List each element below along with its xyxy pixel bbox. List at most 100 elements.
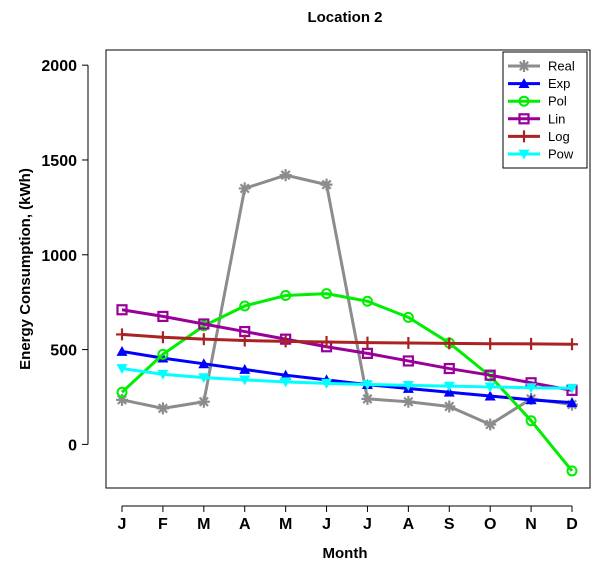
data-point [198,358,210,369]
data-point [566,338,578,351]
data-point [402,381,414,391]
data-point [566,383,578,394]
series-log [116,328,578,351]
legend: Real Exp Pol Lin Log Pow [502,51,588,169]
legend-label: Pol [548,94,567,109]
data-point [198,318,210,330]
data-point [116,364,128,375]
data-point [116,345,128,356]
data-point [443,400,456,413]
x-tick-label: N [525,516,537,533]
y-axis-title: Energy Consumption, (kWh) [17,168,34,370]
data-point [443,362,455,375]
data-point [484,337,497,350]
data-point [157,369,169,380]
x-tick-label: O [484,516,496,533]
data-point [361,392,374,405]
legend-item-exp: Exp [508,76,570,91]
data-point [443,337,456,350]
data-point [198,373,210,384]
series-line [121,308,573,392]
data-point [525,383,537,394]
data-point [197,333,210,346]
data-point [361,347,374,359]
data-point [116,304,128,316]
data-point [484,390,496,401]
x-tick-label: D [566,516,578,533]
data-point [443,386,455,397]
data-point [443,381,455,392]
data-point [157,348,169,360]
data-point [320,178,333,191]
data-point [197,395,210,408]
legend-item-real: Real [508,59,575,74]
data-point [518,95,530,107]
series-line [121,332,573,346]
data-point [518,149,530,160]
data-point [566,397,578,408]
y-tick-label: 1000 [41,248,77,265]
legend-label: Lin [548,111,565,126]
data-point [116,393,128,406]
series-line [120,292,574,472]
x-tick-label: F [158,516,168,533]
x-tick-label: J [322,516,331,533]
data-point [484,369,496,381]
data-point [280,369,292,380]
y-axis: 0 500 1000 1500 2000 [41,58,89,454]
legend-item-log: Log [508,129,570,144]
data-point [279,169,292,182]
data-point [116,328,128,341]
data-point [525,394,537,405]
x-tick-label: J [363,516,372,533]
data-point [157,310,169,323]
data-point [239,363,251,374]
legend-label: Exp [548,76,570,91]
y-tick-label: 500 [50,343,77,360]
x-tick-label: M [279,516,292,533]
data-point [518,130,530,143]
data-point [361,380,373,390]
series-line [121,349,573,405]
legend-label: Log [548,129,570,144]
data-point [157,352,169,363]
data-point [321,378,333,389]
data-point [525,337,538,350]
legend-box [502,51,588,169]
series-line [121,173,573,426]
data-point [402,311,414,323]
legend-item-lin: Lin [508,111,565,126]
plot-area-frame [105,49,591,489]
series-pow [116,364,578,394]
data-point [280,377,292,388]
series-pol [116,288,578,477]
series-line [121,367,573,390]
data-point [402,355,414,367]
data-point [239,300,251,312]
data-point [116,386,128,398]
chart-title: Location 2 [307,9,382,26]
data-point [238,182,251,195]
x-tick-label: M [197,516,210,533]
data-point [402,395,415,408]
y-tick-label: 2000 [41,58,77,75]
x-tick-label: S [444,516,455,533]
legend-item-pol: Pol [508,94,567,109]
x-tick-label: A [239,516,251,533]
y-tick-label: 0 [68,437,77,454]
data-point [484,418,497,431]
x-axis-title: Month [323,545,368,562]
data-point [279,335,292,348]
x-tick-label: J [118,516,127,533]
y-tick-label: 1500 [41,153,77,170]
data-point [320,336,333,348]
legend-label: Pow [548,147,574,162]
legend-label: Real [548,59,575,74]
data-point [518,60,530,72]
series-layer [116,169,578,477]
x-tick-label: A [403,516,415,533]
data-point [361,295,373,307]
data-point [566,465,578,477]
